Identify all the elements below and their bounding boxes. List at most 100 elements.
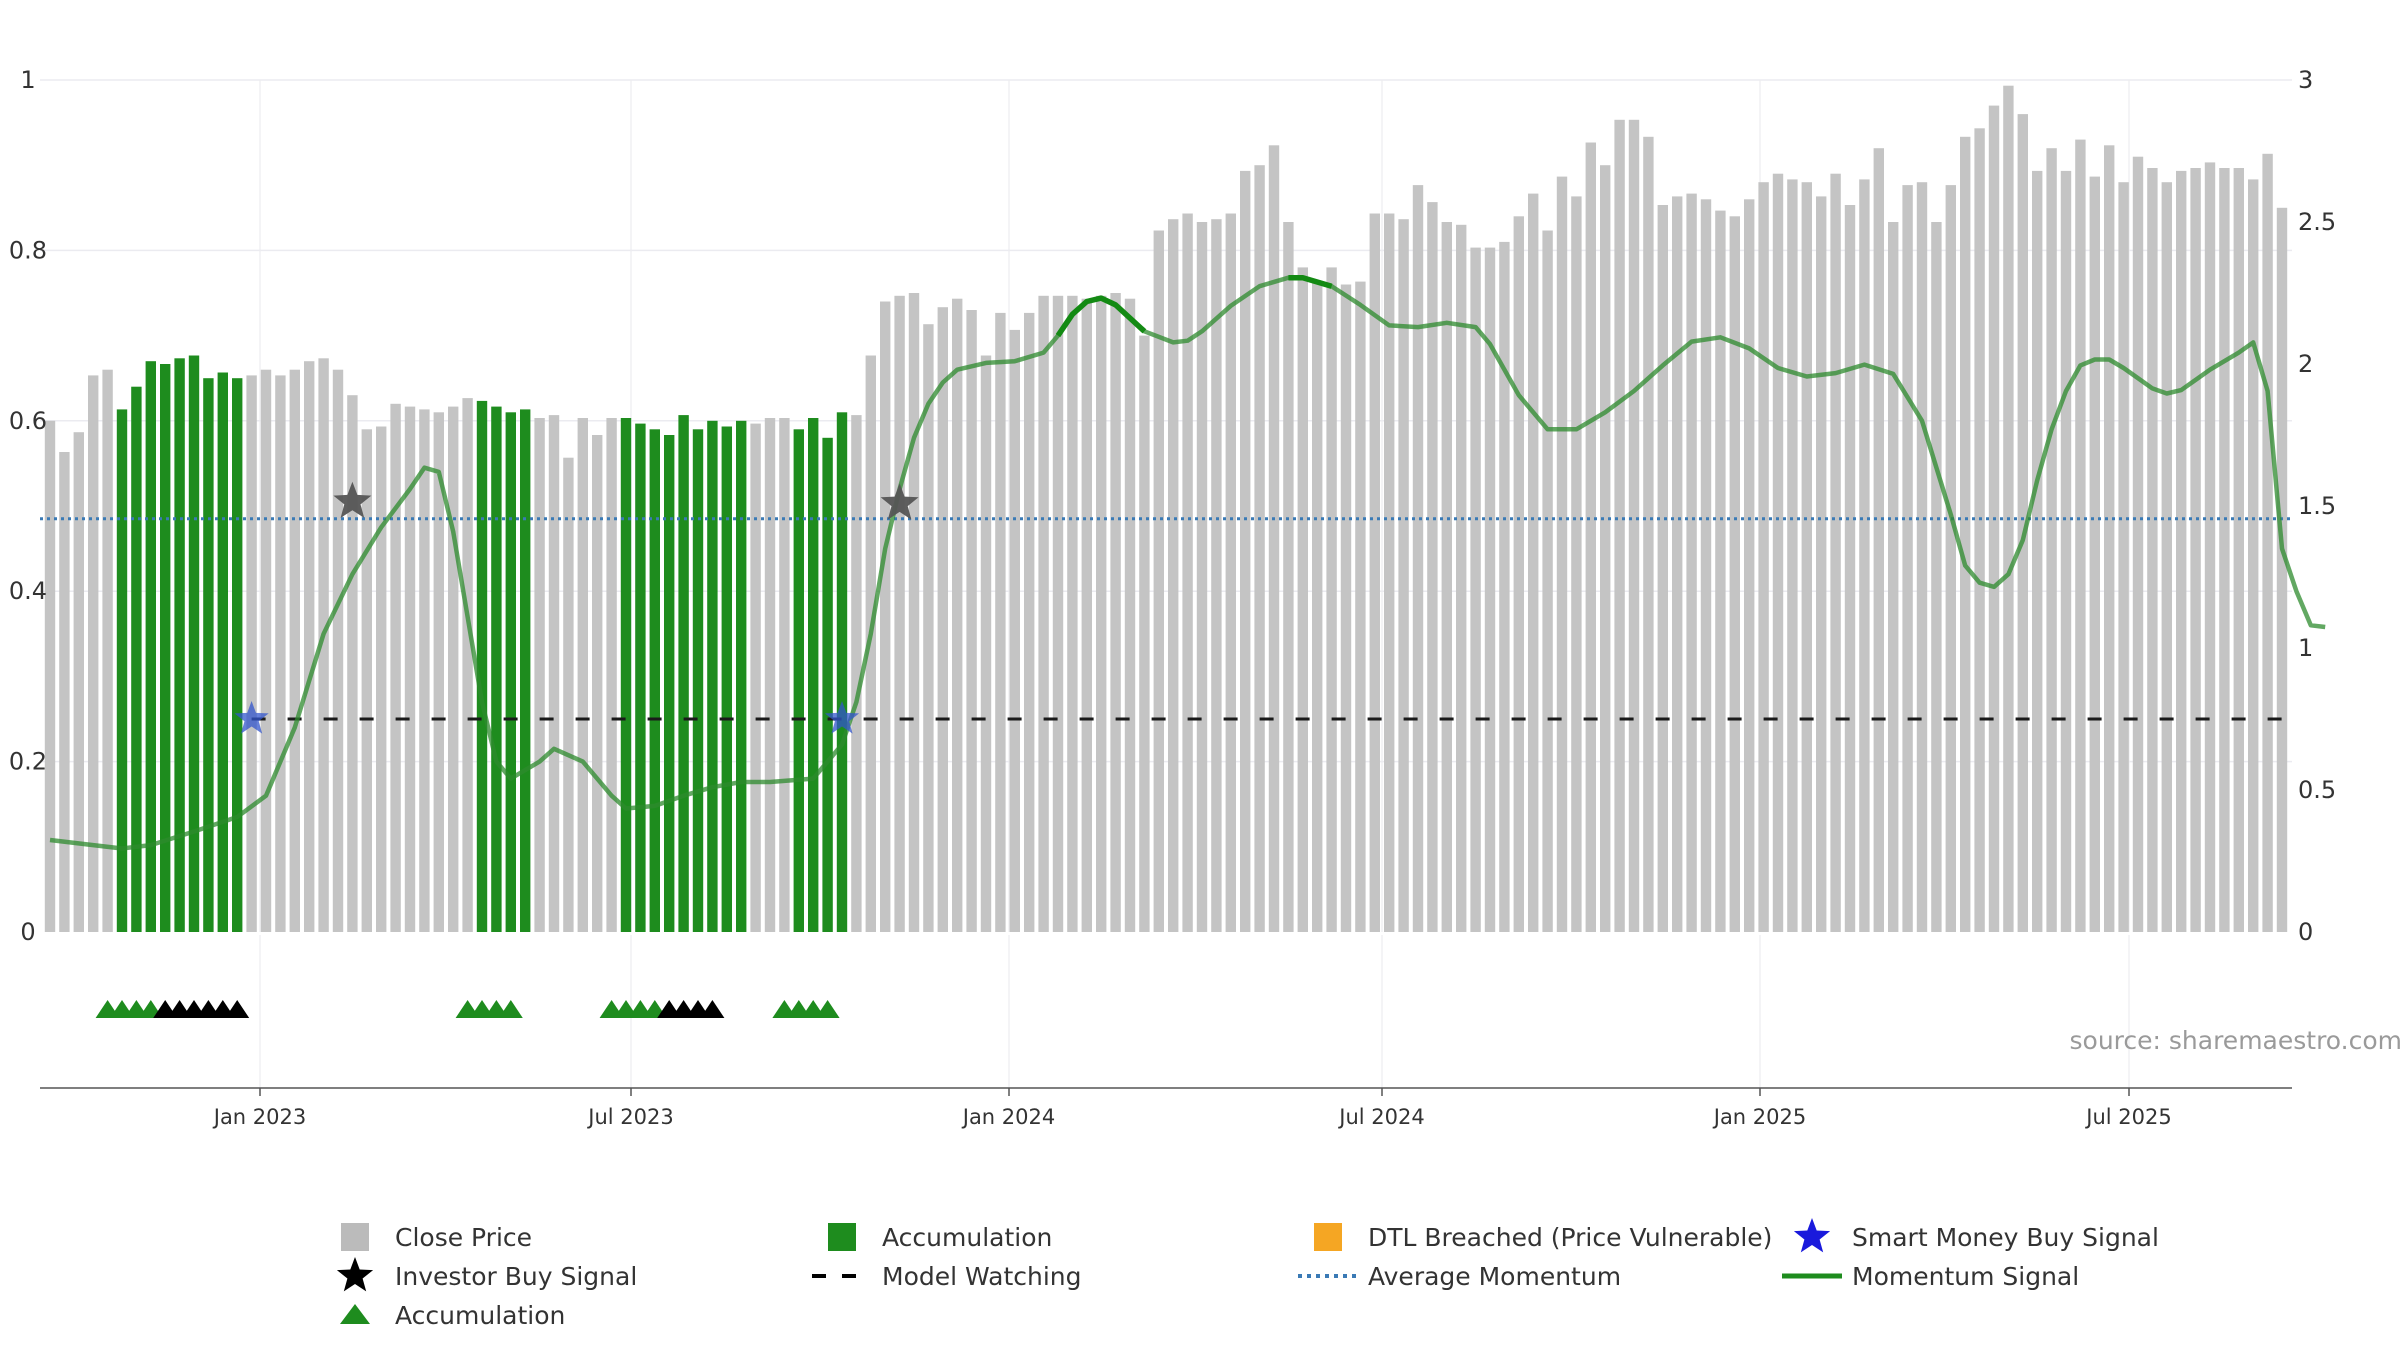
price-bar [995, 312, 1006, 932]
price-bar [2147, 168, 2158, 932]
accumulation-bar [232, 378, 243, 932]
left-axis-tick-label: 0.6 [9, 407, 47, 435]
accumulation-bar [131, 386, 142, 932]
price-bar [923, 324, 934, 932]
accumulation-bar [678, 415, 689, 933]
accumulation-bar [203, 378, 214, 932]
price-bar [577, 418, 588, 932]
price-bar [1614, 119, 1625, 933]
source-label: source: sharemaestro.com [2070, 1026, 2400, 1055]
price-bar [1355, 281, 1366, 933]
accumulation-bar [188, 355, 200, 932]
price-bar [534, 418, 545, 932]
legend-label: Momentum Signal [1852, 1262, 2079, 1291]
price-bar [1816, 196, 1827, 932]
axes: 0 0.2 0.4 0.6 0.8 1 0 0.5 1 1.5 2 2.5 3 Jan 2023 Jul 2… [9, 66, 2336, 1129]
price-bar [304, 361, 315, 932]
price-bar [390, 403, 401, 932]
left-axis-tick-label: 1 [20, 66, 35, 94]
price-bar [1787, 179, 1798, 932]
price-bar [1211, 219, 1222, 932]
accumulation-triangle [498, 1000, 523, 1018]
legend-label: Average Momentum [1368, 1262, 1621, 1291]
price-bar [404, 406, 416, 933]
legend-item: Accumulation [828, 1223, 1052, 1252]
right-axis-tick-label: 0.5 [2298, 776, 2336, 804]
legend-item: Investor Buy Signal [336, 1257, 637, 1292]
price-bar [1715, 210, 1726, 933]
price-bar [1081, 298, 1092, 932]
price-bar [102, 369, 113, 932]
price-bar [1340, 284, 1352, 932]
price-bar [1254, 165, 1265, 932]
price-bar [1196, 222, 1208, 932]
price-bar [1571, 196, 1582, 932]
price-bar [1225, 213, 1236, 932]
left-axis-tick-label: 0.4 [9, 577, 47, 605]
momentum-signal-line [49, 275, 2326, 851]
accumulation-bar [822, 437, 833, 932]
legend: Close Price Accumulation DTL Breached (Pri… [336, 1218, 2159, 1330]
price-bar [966, 310, 977, 932]
price-bars [44, 85, 2288, 933]
accumulation-triangle [700, 1000, 725, 1018]
accumulation-bar [476, 400, 488, 932]
lower-panel [95, 1000, 840, 1018]
accumulation-bar [145, 361, 156, 932]
price-bar [1412, 185, 1424, 933]
price-bar [318, 358, 329, 932]
legend-triangle-icon [340, 1304, 370, 1324]
price-bar [448, 406, 459, 933]
price-bar [1484, 247, 1496, 933]
accumulation-bar [664, 435, 675, 932]
price-bar [1700, 199, 1712, 933]
price-bar [592, 435, 603, 932]
price-bar [1974, 128, 1985, 933]
price-bar [2190, 168, 2201, 932]
legend-swatch [341, 1223, 369, 1251]
price-bar [1672, 196, 1683, 932]
price-bar [1038, 295, 1049, 932]
price-bar [347, 395, 358, 932]
price-bar [2161, 182, 2172, 932]
price-bar [2233, 168, 2244, 932]
legend-label: Accumulation [882, 1223, 1052, 1252]
right-axis-tick-label: 0 [2298, 918, 2313, 946]
price-bar [1153, 230, 1164, 932]
price-bar [275, 375, 286, 932]
price-bar [750, 423, 761, 932]
price-bar [419, 409, 430, 932]
price-bar [2248, 179, 2259, 932]
legend-item: Model Watching [812, 1262, 1082, 1291]
price-bar [1009, 329, 1020, 932]
legend-star-icon [1793, 1218, 1831, 1253]
x-axis-tick-label: Jan 2023 [212, 1105, 307, 1129]
price-bar [1240, 170, 1251, 932]
price-bar [2176, 170, 2187, 932]
left-axis-tick-label: 0.8 [9, 236, 47, 264]
legend-star-icon [336, 1257, 374, 1292]
accumulation-bar [505, 412, 516, 932]
momentum-highlight-line [1055, 295, 1147, 338]
price-bar [1124, 298, 1136, 932]
legend-item: Momentum Signal [1782, 1262, 2079, 1291]
momentum-highlight-line [1288, 274, 1333, 289]
price-bar [1873, 148, 1884, 932]
legend-item: DTL Breached (Price Vulnerable) [1314, 1223, 1772, 1252]
price-bar [1427, 202, 1438, 933]
price-bar [1384, 213, 1395, 932]
accumulation-bar [721, 426, 732, 932]
accumulation-bar [635, 423, 646, 932]
x-axis-tick-label: Jan 2024 [961, 1105, 1056, 1129]
left-axis-tick-label: 0 [20, 918, 35, 946]
accumulation-triangle [815, 1000, 840, 1018]
price-bar [952, 298, 963, 932]
price-bar [1960, 136, 1971, 933]
price-bar [59, 452, 70, 932]
price-bar [1902, 185, 1913, 933]
price-bar [289, 369, 300, 932]
price-bar [1096, 295, 1107, 932]
price-bar [1513, 216, 1524, 933]
price-bar [1888, 222, 1899, 932]
